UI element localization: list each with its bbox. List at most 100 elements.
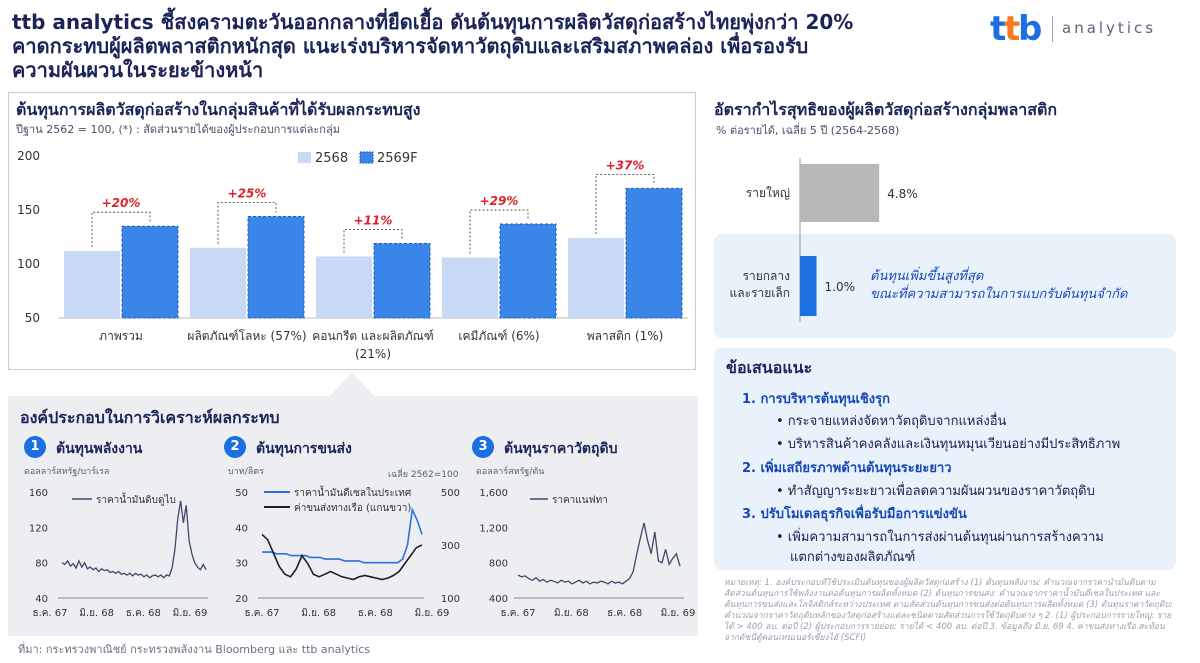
y-tick-label: 80 [35,559,48,570]
legend-swatch-2568 [298,152,311,163]
x-tick-label: มิ.ย. 68 [301,608,336,619]
y-tick-label: 400 [489,594,508,605]
x-tick-label: มิ.ย. 68 [554,608,589,619]
recommendations-title: ข้อเสนอแนะ [726,358,813,377]
panel-pointer [330,372,374,396]
x-tick-label: ธ.ค. 67 [32,608,67,619]
legend-label-2569f: 2569F [377,151,418,166]
bar-2568 [316,256,372,318]
component-1-unit: ดอลลาร์สหรัฐ/บาร์เรล [24,467,110,477]
cost-bar-chart: 50 100 150 200 2568 2569F +20% ภาพรวม +25% ผลิตภั… [17,149,688,361]
bar-2569f [499,223,557,319]
logo-wordmark: analytics [1062,19,1157,37]
chart2-legend-label-1: ราคาน้ำมันดีเซลในประเทศ [294,485,412,499]
chart1-legend-label: ราคาน้ำมันดิบดูไบ [96,492,176,506]
y-tick-label: 1,600 [479,488,508,499]
headline-line-3: ความผันผวนในระยะข้างหน้า [12,58,264,82]
change-bracket [91,211,151,248]
change-bracket [343,229,403,253]
bar-2569f [373,242,431,319]
component-3-unit: ดอลลาร์สหรัฐ/ตัน [476,467,545,477]
callout-line-1: ต้นทุนเพิ่มขึ้นสูงที่สุด [870,269,984,284]
rec-heading-2: 2. เพิ่มเสถียรภาพด้านต้นทุนระยะยาว [742,461,952,476]
y-tick-label: 50 [235,488,248,499]
y-tick-label: 100 [441,594,460,605]
profit-category-small-1: รายกลาง [743,269,790,283]
callout-line-2: ขณะที่ความสามารถในการแบกรับต้นทุนจำกัด [870,287,1128,302]
category-label: เคมีภัณฑ์ (6%) [458,329,539,343]
bar-2569f [121,225,179,319]
ttb-analytics-logo: t t b analytics [990,9,1190,49]
profit-category-large: รายใหญ่ [746,186,790,200]
x-tick-label: ธ.ค. 67 [244,608,279,619]
y-tick-label: 800 [489,559,508,570]
component-2-unit: บาท/ลิตร [228,467,264,477]
y-tick-label: 40 [35,594,48,605]
y-tick-label: 160 [29,488,48,499]
change-bracket [217,202,277,244]
component-3-badge: 3 [472,436,494,458]
profit-category-small-2: และรายเล็ก [730,285,790,300]
chart2-diesel-line [262,506,423,564]
headline: ttb analytics ชี้สงครามตะวันออกกลางที่ยื… [12,10,962,82]
profit-chart-subtitle: % ต่อรายได้, เฉลี่ย 5 ปี (2564-2568) [716,124,900,137]
x-tick-label: มิ.ย. 69 [415,608,450,619]
svg-text:t: t [990,10,1006,46]
y-tick-label: 150 [17,203,40,217]
component-2-badge: 2 [224,436,246,458]
rec-bullet-2a: • ทำสัญญาระยะยาวเพื่อลดความผันผวนของราคา… [776,484,1095,499]
component-2-title: ต้นทุนการขนส่ง [256,441,352,457]
y-tick-label: 200 [17,149,40,163]
svg-text:t: t [1004,10,1020,46]
cost-chart-subtitle: ปีฐาน 2562 = 100, (*) : สัดส่วนรายได้ของ… [16,123,340,136]
x-tick-label: มิ.ย. 68 [79,608,114,619]
components-panel [8,396,698,636]
chart3-series-line [517,522,681,585]
change-label: +29% [480,194,519,208]
rec-bullet-3b: แตกต่างของผลิตภัณฑ์ [790,550,916,565]
change-label: +25% [228,186,267,200]
rec-bullet-3a: • เพิ่มความสามารถในการส่งผ่านต้นทุนผ่านก… [776,530,1104,545]
y-tick-label: 50 [25,311,40,325]
y-tick-label: 300 [441,541,460,552]
bar-2569f [625,187,683,319]
chart2-legend-label-2: ค่าขนส่งทางเรือ (แกนขวา) [294,502,411,514]
profit-callout-box [714,234,1176,338]
change-label: +11% [354,213,393,227]
component-3-title: ต้นทุนราคาวัตถุดิบ [504,441,618,457]
legend-swatch-2569f [359,151,374,164]
change-bracket [469,209,529,254]
component-line-charts: 40 80 120 160 ราคาน้ำมันดิบดูไบธ.ค. 67 มิ.ย. … [29,485,695,619]
y-tick-label: 20 [235,594,248,605]
y-tick-label: 120 [29,523,48,534]
profit-callout-text: ต้นทุนเพิ่มขึ้นสูงที่สุด ขณะที่ความสามาร… [870,268,1127,304]
profit-value-label: 4.8% [887,187,918,201]
profit-bar [800,256,817,316]
x-tick-label: มิ.ย. 69 [173,608,208,619]
y-tick-label: 1,200 [479,523,508,534]
rec-bullet-1a: • กระจายแหล่งจัดหาวัตถุดิบจากแหล่งอื่น [776,414,1007,429]
x-tick-label: ธ.ค. 67 [500,608,535,619]
rec-heading-3: 3. ปรับโมเดลธุรกิจเพื่อรับมือการแข่งขัน [742,507,967,522]
category-label: พลาสติก (1%) [587,329,664,343]
bar-2568 [442,257,498,318]
chart2-freight-line [261,533,423,581]
component-1-badge: 1 [24,436,46,458]
footnote: หมายเหตุ: 1. องค์ประกอบที่ใช้ประเมินต้นท… [724,578,1173,643]
x-tick-label: ธ.ค. 68 [358,608,393,619]
y-tick-label: 30 [235,559,248,570]
source-note: ที่มา: กระทรวงพาณิชย์ กระทรวงพลังงาน Blo… [18,643,371,656]
x-tick-label: ธ.ค. 68 [607,608,642,619]
ttb-logo-mark-icon: t t b [990,9,1042,49]
bar-2568 [190,247,246,318]
bar-2568 [64,251,120,318]
bar-2569f [247,215,305,319]
recommendations-box [714,348,1176,570]
rec-bullet-1b: • บริหารสินค้าคงคลังและเงินทุนหมุนเวียนอ… [776,437,1121,452]
svg-text:b: b [1018,10,1042,46]
change-bracket [595,174,655,235]
category-label: ภาพรวม [99,329,143,343]
logo-separator [1052,16,1053,42]
bar-2568 [568,238,624,318]
change-label: +37% [606,158,645,172]
